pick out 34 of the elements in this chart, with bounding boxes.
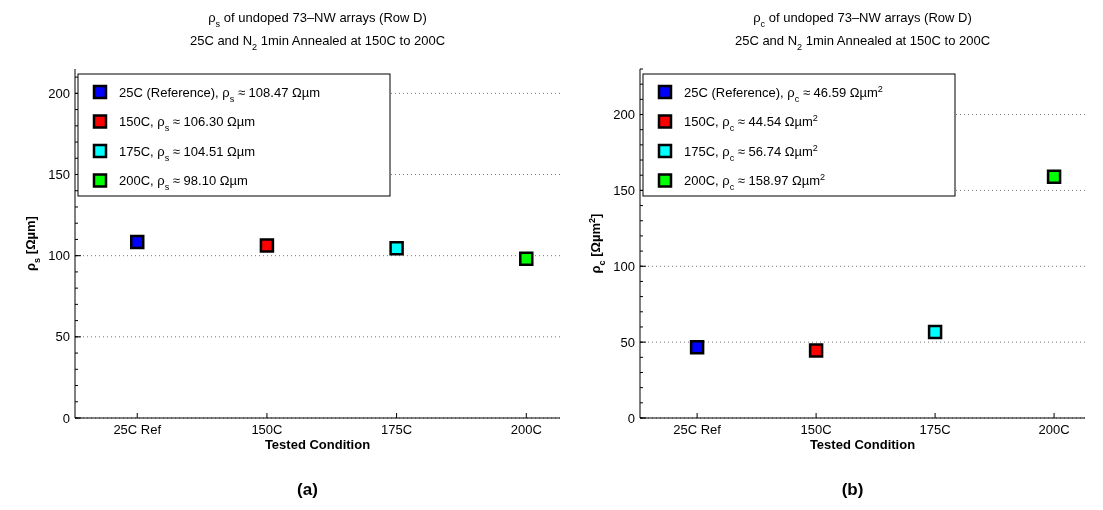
chart-title: ρ$_{s}$ of undoped 73–NW arrays (Row D) [208, 10, 427, 29]
x-tick-label: 200C [1038, 422, 1070, 437]
y-tick-label: 50 [55, 329, 70, 345]
x-tick-label: 175C [919, 422, 951, 437]
text: (a) [297, 480, 318, 499]
legend-label: 175C, ρ$_{s}$ ≈ 104.51 Ωµm [119, 143, 256, 163]
y-tick-label: 150 [48, 167, 70, 183]
x-tick-label: 25C Ref [673, 422, 722, 437]
chart-subtitle: 25C and N$_{2}$ 1min Annealed at 150C to 200C [189, 33, 446, 52]
legend-label: 25C (Reference), ρ$_{s}$ ≈ 108.47 Ωµm [119, 84, 321, 104]
x-tick-label: 200C [510, 422, 542, 437]
y-tick-label: 150 [613, 182, 635, 198]
y-tick-label: 100 [613, 258, 635, 274]
chart-subtitle: 25C and N$_{2}$ 1min Annealed at 150C to 200C [734, 33, 991, 52]
legend-label: 175C, ρ$_{c}$ ≈ 56.74 Ωµm$^{2}$ [684, 142, 818, 163]
x-tick-label: 150C [800, 422, 832, 437]
y-tick-label: 0 [627, 410, 635, 426]
legend-label: 150C, ρ$_{c}$ ≈ 44.54 Ωµm$^{2}$ [684, 113, 818, 134]
x-axis-title: Tested Condition [809, 437, 916, 452]
legend-label: 150C, ρ$_{s}$ ≈ 106.30 Ωµm [119, 114, 256, 134]
x-tick-label: 25C Ref [113, 422, 162, 437]
x-axis-title: Tested Condition [264, 437, 371, 452]
y-tick-label: 50 [620, 334, 635, 350]
y-tick-label: 0 [62, 410, 70, 426]
legend-label: 200C, ρ$_{s}$ ≈ 98.10 Ωµm [119, 173, 248, 193]
y-tick-label: 200 [48, 85, 70, 101]
chart-title: ρ$_{c}$ of undoped 73–NW arrays (Row D) [753, 10, 972, 29]
x-tick-label: 150C [251, 422, 283, 437]
y-tick-label: 200 [613, 107, 635, 123]
text: (b) [841, 480, 864, 499]
x-tick-label: 175C [381, 422, 413, 437]
legend-label: 25C (Reference), ρ$_{c}$ ≈ 46.59 Ωµm$^{2}$ [684, 83, 883, 104]
y-tick-label: 100 [48, 248, 70, 264]
legend-label: 200C, ρ$_{c}$ ≈ 158.97 Ωµm$^{2}$ [684, 172, 826, 193]
